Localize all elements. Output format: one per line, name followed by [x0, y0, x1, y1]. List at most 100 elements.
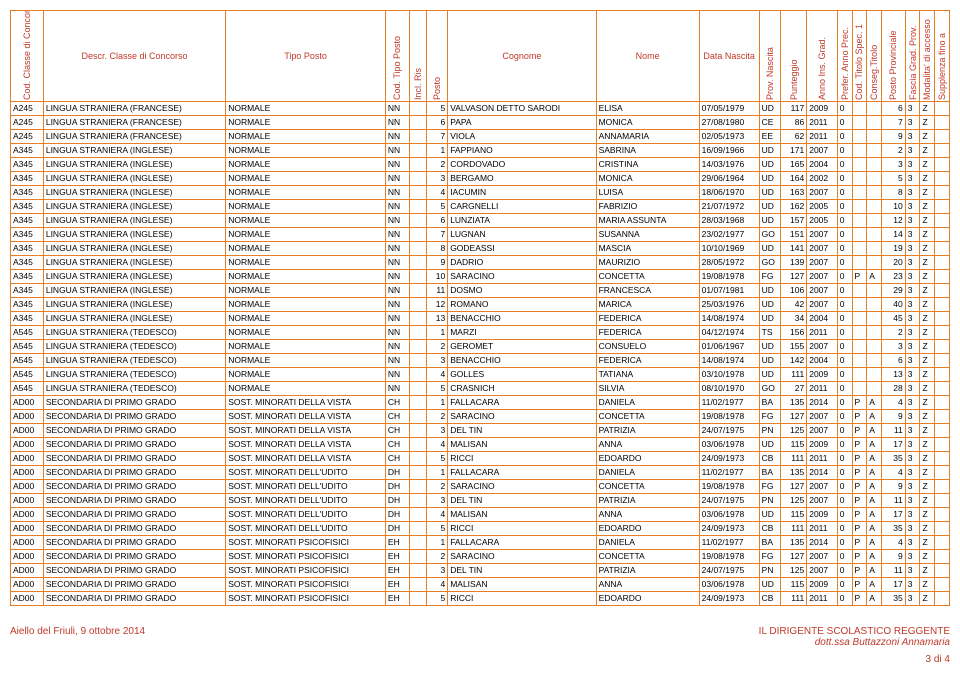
cell: Z [920, 578, 935, 592]
col-header-17: Modalita' di accesso [920, 11, 935, 102]
cell: 2011 [807, 326, 838, 340]
cell: SECONDARIA DI PRIMO GRADO [43, 494, 225, 508]
cell: 2009 [807, 508, 838, 522]
cell: 2007 [807, 340, 838, 354]
cell [852, 312, 867, 326]
cell: P [852, 438, 867, 452]
cell: BERGAMO [448, 172, 596, 186]
cell [852, 144, 867, 158]
cell: DADRIO [448, 256, 596, 270]
col-header-10: Punteggio [781, 11, 807, 102]
cell: 2 [881, 326, 905, 340]
cell: 115 [781, 438, 807, 452]
col-header-1: Descr. Classe di Concorso [43, 11, 225, 102]
cell [935, 144, 950, 158]
cell [409, 256, 426, 270]
cell: SARACINO [448, 480, 596, 494]
cell: SOST. MINORATI DELLA VISTA [226, 396, 386, 410]
cell: 0 [837, 130, 852, 144]
table-row: A345LINGUA STRANIERA (INGLESE)NORMALENN8… [11, 242, 950, 256]
cell: AD00 [11, 410, 44, 424]
cell: SOST. MINORATI DELL'UDITO [226, 466, 386, 480]
cell: 0 [837, 564, 852, 578]
cell: 135 [781, 466, 807, 480]
cell: SOST. MINORATI DELL'UDITO [226, 480, 386, 494]
cell: A245 [11, 116, 44, 130]
cell: A [867, 424, 882, 438]
cell: LINGUA STRANIERA (TEDESCO) [43, 326, 225, 340]
cell [409, 564, 426, 578]
cell: SOST. MINORATI DELL'UDITO [226, 508, 386, 522]
table-row: A345LINGUA STRANIERA (INGLESE)NORMALENN1… [11, 144, 950, 158]
cell: NORMALE [226, 228, 386, 242]
cell [867, 382, 882, 396]
cell: NN [385, 144, 409, 158]
cell: MARIA ASSUNTA [596, 214, 699, 228]
cell: LINGUA STRANIERA (INGLESE) [43, 186, 225, 200]
cell: CH [385, 396, 409, 410]
cell [867, 200, 882, 214]
cell: NORMALE [226, 158, 386, 172]
cell: NORMALE [226, 368, 386, 382]
cell: 24/09/1973 [699, 592, 759, 606]
footer: Aiello del Friuli, 9 ottobre 2014 IL DIR… [10, 626, 950, 648]
cell: 111 [781, 592, 807, 606]
cell: UD [759, 298, 781, 312]
cell: 3 [905, 200, 920, 214]
cell [409, 130, 426, 144]
cell: UD [759, 158, 781, 172]
cell [409, 368, 426, 382]
cell: GOLLES [448, 368, 596, 382]
cell: SECONDARIA DI PRIMO GRADO [43, 592, 225, 606]
cell: 3 [905, 256, 920, 270]
cell: A [867, 592, 882, 606]
cell: 29 [881, 284, 905, 298]
cell: 4 [426, 508, 448, 522]
cell: DEL TIN [448, 424, 596, 438]
cell: 3 [905, 102, 920, 116]
cell: A545 [11, 382, 44, 396]
cell: 19/08/1978 [699, 480, 759, 494]
cell [852, 242, 867, 256]
cell: NN [385, 326, 409, 340]
cell [852, 382, 867, 396]
cell [935, 452, 950, 466]
cell: MALISAN [448, 508, 596, 522]
cell: 28/03/1968 [699, 214, 759, 228]
cell: PATRIZIA [596, 424, 699, 438]
cell [935, 158, 950, 172]
cell: RICCI [448, 452, 596, 466]
cell [867, 116, 882, 130]
cell: FG [759, 410, 781, 424]
table-row: A545LINGUA STRANIERA (TEDESCO)NORMALENN1… [11, 326, 950, 340]
cell: LINGUA STRANIERA (INGLESE) [43, 172, 225, 186]
cell: SOST. MINORATI DELL'UDITO [226, 494, 386, 508]
cell: A345 [11, 158, 44, 172]
cell: SILVIA [596, 382, 699, 396]
cell: ANNAMARIA [596, 130, 699, 144]
cell: Z [920, 214, 935, 228]
cell: SECONDARIA DI PRIMO GRADO [43, 564, 225, 578]
cell: P [852, 550, 867, 564]
cell: A545 [11, 326, 44, 340]
cell: SOST. MINORATI DELLA VISTA [226, 452, 386, 466]
cell: LINGUA STRANIERA (INGLESE) [43, 158, 225, 172]
cell: 3 [905, 578, 920, 592]
cell: 3 [905, 564, 920, 578]
cell: LINGUA STRANIERA (INGLESE) [43, 270, 225, 284]
cell: 3 [905, 368, 920, 382]
cell [409, 242, 426, 256]
cell: A [867, 410, 882, 424]
cell [409, 494, 426, 508]
cell [852, 172, 867, 186]
cell: 2 [426, 340, 448, 354]
cell: CRISTINA [596, 158, 699, 172]
cell [409, 270, 426, 284]
cell: 3 [905, 354, 920, 368]
cell [409, 214, 426, 228]
col-header-7: Nome [596, 11, 699, 102]
cell: NORMALE [226, 382, 386, 396]
cell: NORMALE [226, 200, 386, 214]
cell: 127 [781, 270, 807, 284]
cell: CE [759, 116, 781, 130]
